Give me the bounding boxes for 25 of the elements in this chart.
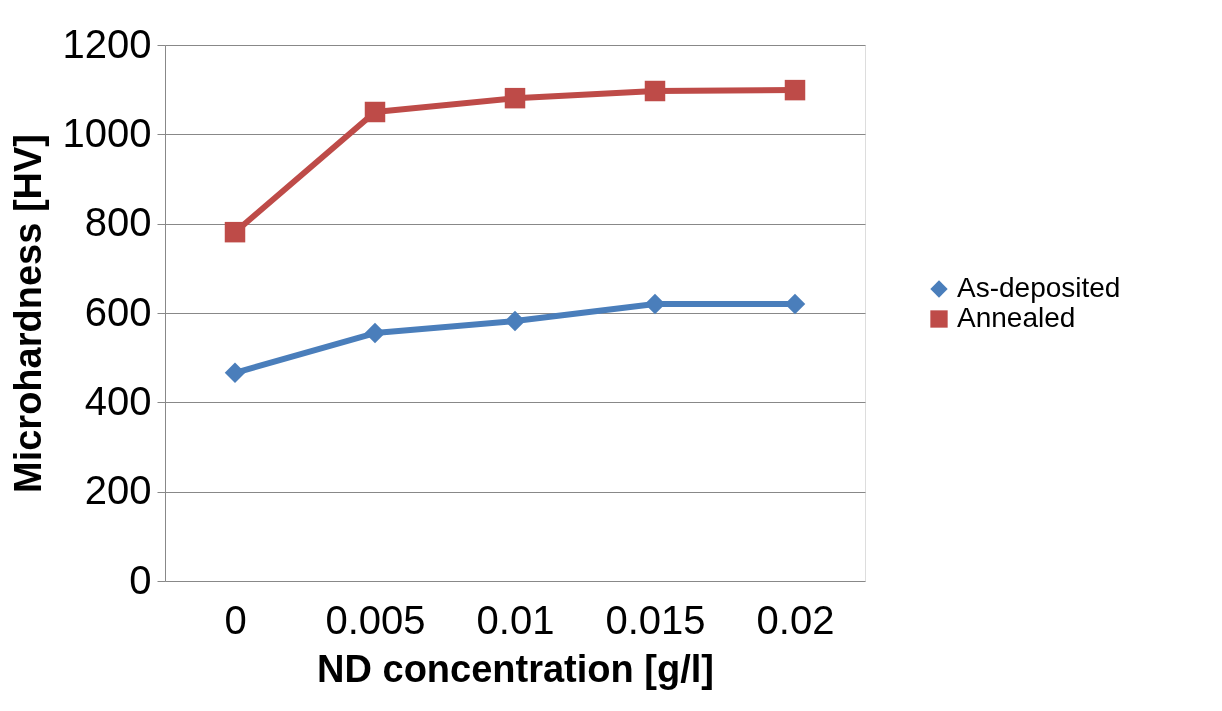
x-tick-label: 0.01 xyxy=(476,597,555,642)
y-tick-label: 1000 xyxy=(62,110,152,155)
y-tick-label: 200 xyxy=(84,468,152,513)
y-tick-label: 0 xyxy=(129,557,152,602)
legend-label: Annealed xyxy=(957,302,1076,333)
x-axis-title: ND concentration [g/l] xyxy=(317,647,714,690)
y-tick-label: 1200 xyxy=(62,21,152,66)
point xyxy=(644,80,666,102)
point xyxy=(224,362,246,384)
y-tick-label: 600 xyxy=(84,289,152,334)
x-tick-label: 0.015 xyxy=(605,597,706,642)
x-tick-label: 0 xyxy=(224,597,247,642)
y-tick-label: 400 xyxy=(84,378,152,423)
point xyxy=(504,310,526,332)
point xyxy=(644,293,666,315)
point xyxy=(224,221,246,243)
y-tick-label: 800 xyxy=(84,200,152,245)
x-tick-label: 0.02 xyxy=(756,597,835,642)
point xyxy=(504,87,526,109)
y-axis-title: Microhardness [HV] xyxy=(6,134,49,493)
legend-label: As-deposited xyxy=(957,272,1121,303)
x-tick-label: 0.005 xyxy=(325,597,426,642)
point xyxy=(364,101,386,123)
point xyxy=(784,79,806,101)
point xyxy=(364,322,386,344)
